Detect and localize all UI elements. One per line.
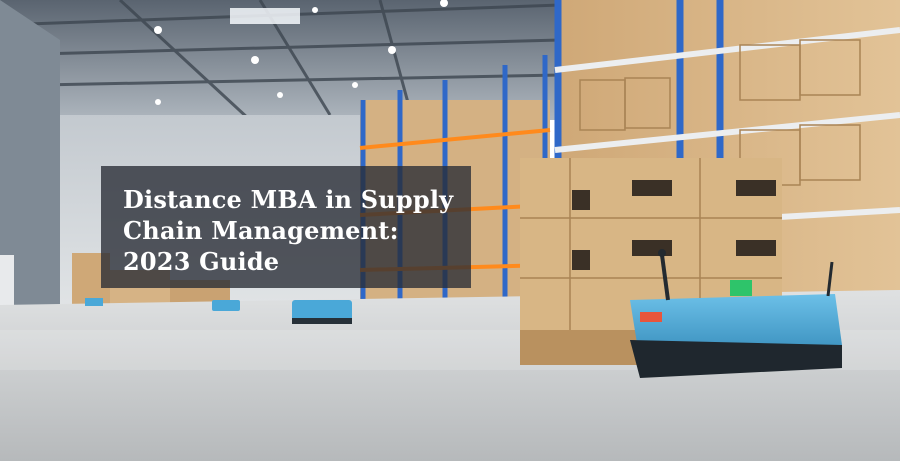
headline-overlay: Distance MBA in Supply Chain Management:…: [101, 166, 471, 288]
autonomous-forklift-robot: [630, 249, 842, 378]
headline-line-1: Distance MBA in Supply: [123, 185, 454, 214]
headline-line-3: 2023 Guide: [123, 247, 280, 276]
headline-line-2: Chain Management:: [123, 216, 399, 245]
